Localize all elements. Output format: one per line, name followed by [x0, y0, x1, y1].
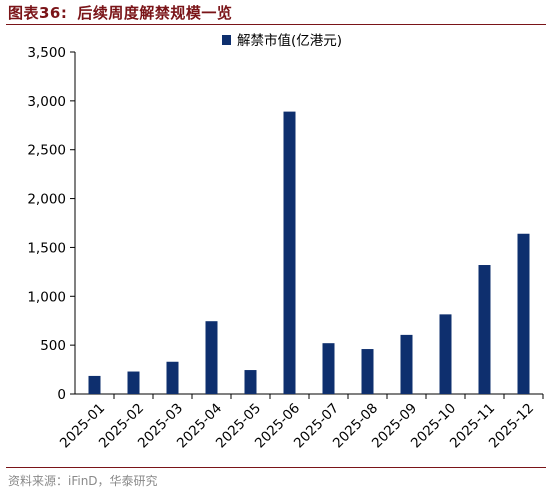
- bar-chart: 05001,0001,5002,0002,5003,0003,5002025-0…: [27, 32, 544, 451]
- bar: [478, 265, 491, 394]
- bar: [361, 349, 374, 394]
- y-tick-label: 1,500: [27, 240, 66, 256]
- bar: [322, 343, 335, 394]
- y-tick-label: 2,500: [27, 143, 66, 159]
- y-tick-label: 3,000: [27, 94, 66, 110]
- bar: [283, 111, 296, 394]
- bar: [517, 233, 530, 394]
- source-note: 资料来源：iFinD，华泰研究: [8, 474, 158, 488]
- legend-label: 解禁市值(亿港元): [237, 32, 342, 49]
- y-tick-label: 1,000: [27, 289, 66, 305]
- bar: [127, 371, 140, 394]
- figure-title-text: 后续周度解禁规模一览: [77, 4, 233, 22]
- footer-divider: [6, 467, 546, 468]
- bar: [244, 370, 257, 394]
- bar: [400, 334, 413, 394]
- bar: [166, 361, 179, 394]
- bar: [205, 321, 218, 394]
- y-tick-label: 2,000: [27, 192, 66, 208]
- title-divider: [6, 24, 546, 25]
- bar: [88, 375, 101, 394]
- y-tick-label: 0: [57, 387, 66, 403]
- figure-label: 图表36:: [8, 4, 68, 22]
- legend-swatch: [222, 35, 231, 45]
- figure-title: 图表36: 后续周度解禁规模一览: [8, 2, 232, 23]
- y-tick-label: 500: [40, 338, 66, 354]
- y-tick-label: 3,500: [27, 45, 66, 61]
- bar: [439, 314, 452, 394]
